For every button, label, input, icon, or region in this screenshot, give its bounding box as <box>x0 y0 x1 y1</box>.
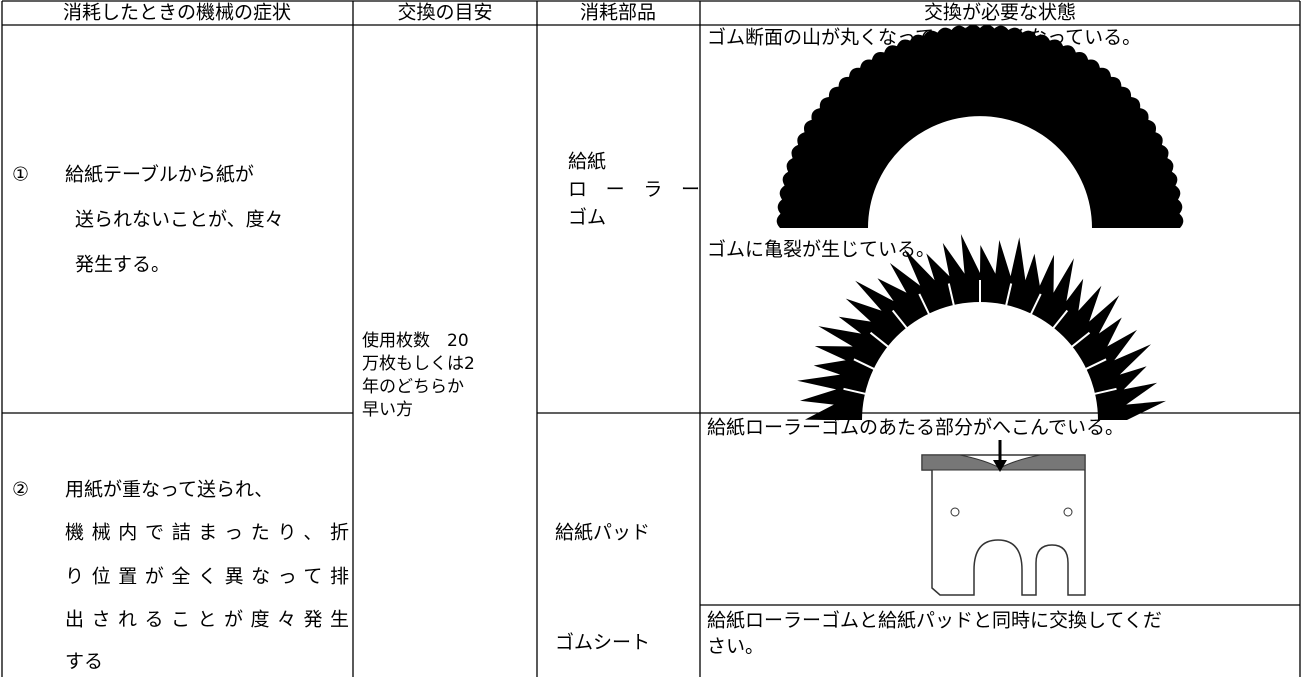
header-cell: 消耗したときの機械の症状 <box>63 2 291 24</box>
condition-text: さい。 <box>707 636 764 658</box>
crack-line <box>1029 293 1042 316</box>
pad-illustration <box>921 440 1086 596</box>
crack-line <box>891 309 909 330</box>
condition-text: 給紙ローラーゴムと給紙パッドと同時に交換してくだ <box>707 610 1162 632</box>
symptom-text: り位置が全く異なって排 <box>65 566 349 588</box>
symptom-text: 出されることが度々発生 <box>65 609 349 631</box>
crack-lines <box>843 280 1117 396</box>
symptom-text: 用紙が重なって送られ、 <box>65 479 273 501</box>
part-name: ゴムシート <box>555 632 650 654</box>
symptom-marker: ① <box>12 164 29 186</box>
crack-line <box>869 331 890 349</box>
part-name: 給紙パッド <box>555 522 650 544</box>
crack-line <box>1084 358 1107 371</box>
part-name: ゴム <box>568 207 606 229</box>
symptom-marker: ② <box>12 479 29 501</box>
header-cell: 交換の目安 <box>397 2 492 24</box>
symptom-text: 給紙テーブルから紙が <box>65 163 254 186</box>
guideline-text: 早い方 <box>362 400 413 420</box>
condition-text: ゴムに亀裂が生じている。 <box>707 239 935 261</box>
crack-line <box>843 387 868 396</box>
worn-roller-illustration <box>776 24 1184 229</box>
header-cell: 消耗部品 <box>580 2 656 24</box>
guideline-text: 万枚もしくは2 <box>362 354 475 374</box>
crack-line <box>853 358 876 371</box>
guideline-text: 年のどちらか <box>362 377 464 397</box>
crack-line <box>1004 283 1013 308</box>
crack-line <box>947 283 956 308</box>
guideline-text: 使用枚数 20 <box>362 330 469 351</box>
symptom-text: 発生する。 <box>75 254 170 276</box>
crack-line <box>918 293 931 316</box>
part-name: 給紙 <box>568 151 606 173</box>
crack-line <box>1051 309 1069 330</box>
header-cell: 交換が必要な状態 <box>924 2 1076 24</box>
condition-text: 給紙ローラーゴムのあたる部分がへこんでいる。 <box>707 417 1124 439</box>
symptom-text: 機械内で詰まったり、折 <box>65 522 349 544</box>
symptom-text: する <box>65 651 103 673</box>
cracked-roller-illustration <box>797 234 1166 420</box>
symptom-text: 送られないことが、度々 <box>75 209 284 231</box>
crack-line <box>1070 331 1091 349</box>
crack-line <box>1092 387 1117 396</box>
